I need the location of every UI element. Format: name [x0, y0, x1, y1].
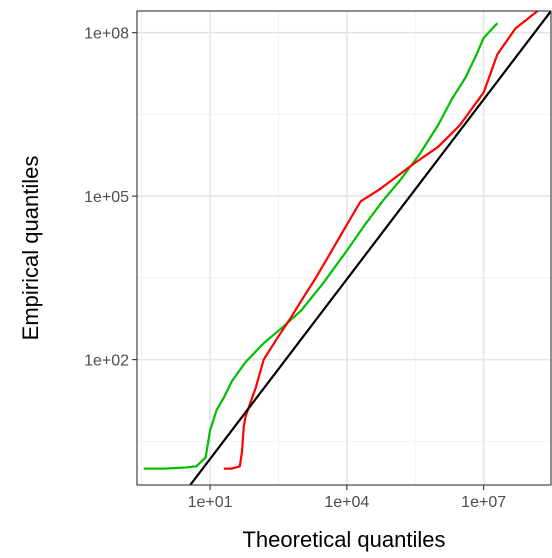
x-axis-ticks: 1e+01 1e+04 1e+07 [188, 485, 506, 511]
minor-gridlines [137, 11, 551, 485]
series-line-2 [223, 11, 540, 470]
y-tick-label: 1e+02 [84, 353, 129, 370]
plot-panel-border [136, 10, 552, 486]
x-tick-label: 1e+07 [461, 494, 506, 511]
y-tick-label: 1e+05 [84, 189, 129, 206]
series-layer [143, 11, 551, 485]
series-line-3 [188, 11, 551, 485]
y-tick-label: 1e+08 [84, 26, 129, 43]
y-axis-title: Empirical quantiles [18, 156, 43, 341]
x-axis-title: Theoretical quantiles [242, 527, 445, 552]
x-tick-label: 1e+04 [324, 494, 369, 511]
x-tick-label: 1e+01 [188, 494, 233, 511]
series-line-1 [143, 22, 499, 470]
major-gridlines [137, 11, 551, 485]
y-axis-ticks: 1e+02 1e+05 1e+08 [84, 26, 137, 370]
